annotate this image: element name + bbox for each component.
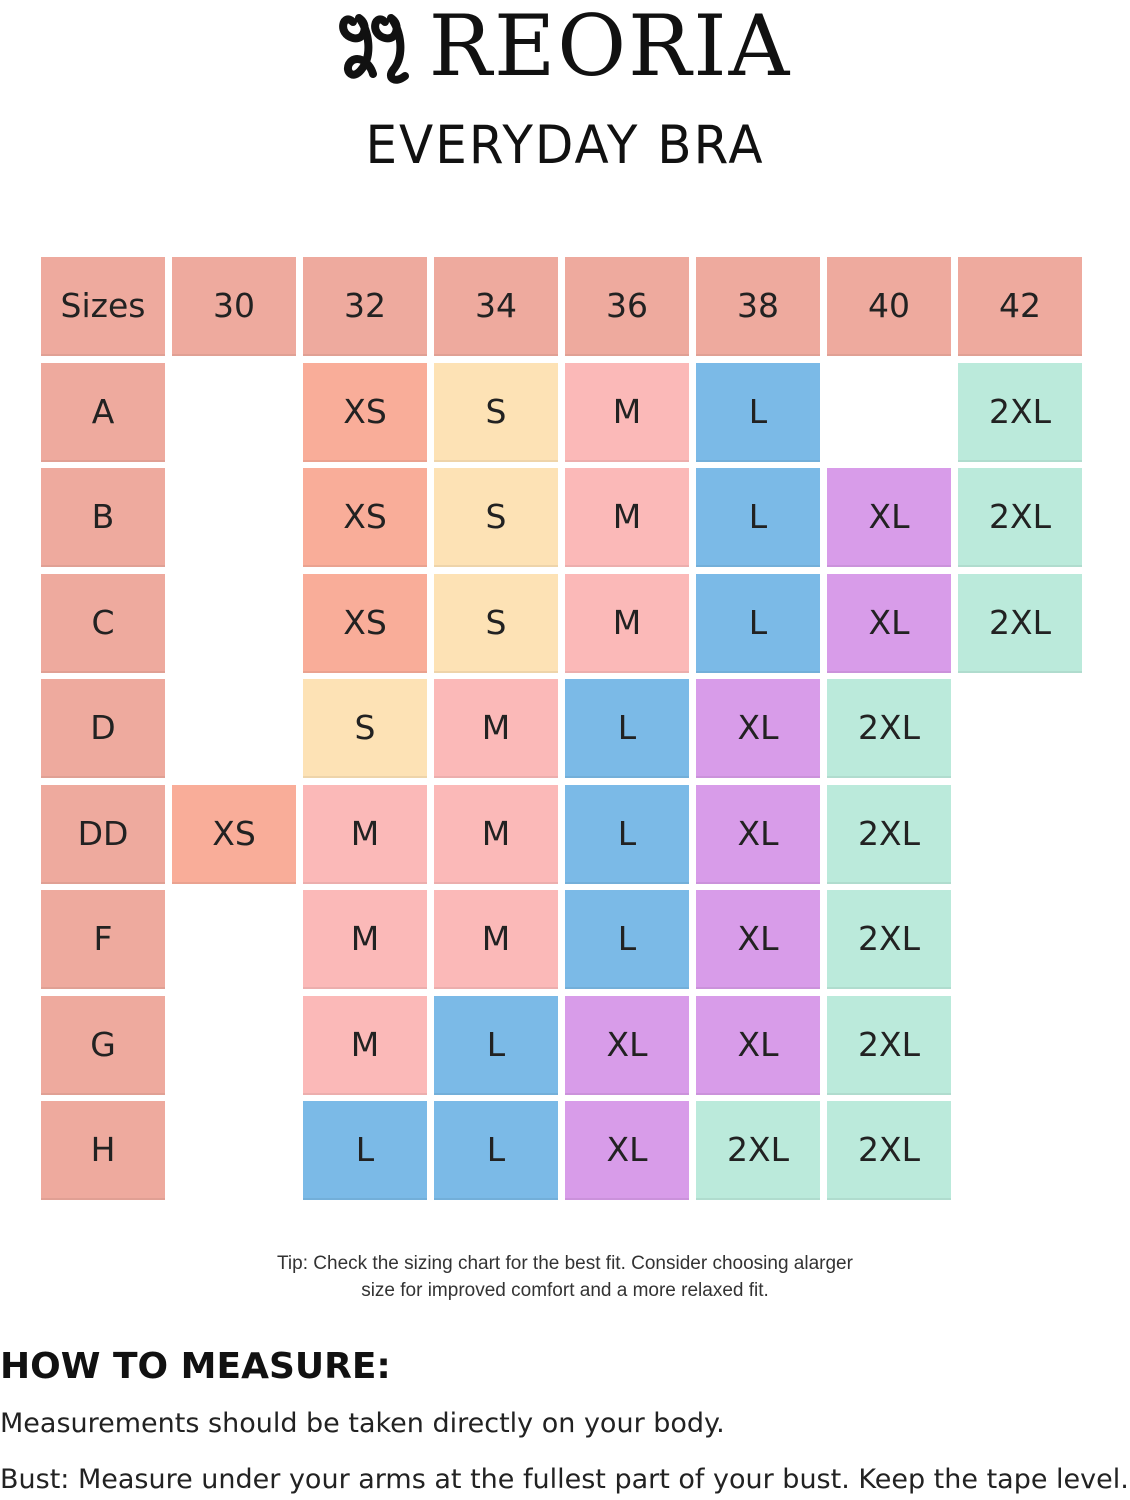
size-cell-a-36: M	[565, 362, 689, 462]
size-cell-d-36: L	[565, 679, 689, 778]
band-header-38: 38	[696, 257, 820, 356]
cup-label-d: D	[41, 679, 165, 778]
size-cell-h-36: XL	[565, 1101, 689, 1200]
size-cell-d-40: 2XL	[827, 679, 951, 778]
size-cell-d-38: XL	[696, 679, 820, 778]
size-cell-a-32: XS	[303, 362, 427, 462]
size-cell-g-34: L	[434, 995, 558, 1095]
size-cell-dd-36: L	[565, 784, 689, 884]
cup-label-f: F	[41, 890, 165, 989]
size-cell-a-34: S	[434, 362, 558, 462]
size-cell-b-42: 2XL	[958, 468, 1082, 567]
sizing-tip: Tip: Check the sizing chart for the best…	[0, 1250, 1130, 1304]
product-title: EVERYDAY BRA	[365, 114, 765, 176]
size-cell-b-36: M	[565, 468, 689, 567]
size-cell-d-34: M	[434, 679, 558, 778]
cup-label-b: B	[41, 468, 165, 567]
size-cell-a-38: L	[696, 362, 820, 462]
size-cell-g-36: XL	[565, 995, 689, 1095]
size-cell-c-40: XL	[827, 573, 951, 673]
sizing-tip-line-2: size for improved comfort and a more rel…	[361, 1280, 769, 1301]
brand-logo: REORIA	[0, 0, 1130, 92]
sizing-tip-line-1: Tip: Check the sizing chart for the best…	[277, 1253, 853, 1274]
size-cell-b-40: XL	[827, 468, 951, 567]
cup-label-dd: DD	[41, 784, 165, 884]
size-cell-a-42: 2XL	[958, 362, 1082, 462]
size-cell-d-32: S	[303, 679, 427, 778]
brand-name: REORIA	[428, 0, 792, 95]
size-cell-h-40: 2XL	[827, 1101, 951, 1200]
size-cell-f-36: L	[565, 890, 689, 989]
size-cell-dd-40: 2XL	[827, 784, 951, 884]
size-cell-c-32: XS	[303, 573, 427, 673]
band-header-30: 30	[172, 257, 296, 356]
size-cell-dd-30: XS	[172, 784, 296, 884]
bust-instruction: Bust: Measure under your arms at the ful…	[0, 1464, 1129, 1495]
band-header-40: 40	[827, 257, 951, 356]
size-cell-h-32: L	[303, 1101, 427, 1200]
size-cell-g-40: 2XL	[827, 995, 951, 1095]
band-header-34: 34	[434, 257, 558, 356]
size-cell-c-38: L	[696, 573, 820, 673]
size-cell-f-32: M	[303, 890, 427, 989]
size-cell-h-34: L	[434, 1101, 558, 1200]
cup-label-c: C	[41, 573, 165, 673]
size-cell-g-32: M	[303, 995, 427, 1095]
size-cell-dd-38: XL	[696, 784, 820, 884]
cup-label-a: A	[41, 362, 165, 462]
cup-label-h: H	[41, 1101, 165, 1200]
size-cell-c-42: 2XL	[958, 573, 1082, 673]
size-cell-c-34: S	[434, 573, 558, 673]
size-cell-b-32: XS	[303, 468, 427, 567]
size-cell-dd-34: M	[434, 784, 558, 884]
measure-instruction: Measurements should be taken directly on…	[0, 1408, 725, 1439]
size-cell-dd-32: M	[303, 784, 427, 884]
band-header-32: 32	[303, 257, 427, 356]
band-header-42: 42	[958, 257, 1082, 356]
size-cell-f-34: M	[434, 890, 558, 989]
size-cell-h-38: 2XL	[696, 1101, 820, 1200]
size-cell-g-38: XL	[696, 995, 820, 1095]
size-cell-c-36: M	[565, 573, 689, 673]
band-header-36: 36	[565, 257, 689, 356]
size-cell-f-38: XL	[696, 890, 820, 989]
how-to-measure-heading: HOW TO MEASURE:	[0, 1346, 391, 1387]
size-cell-f-40: 2XL	[827, 890, 951, 989]
size-chart-table: Sizes 30 32 34 36 38 40 42 A XS S M L 2XL B XS S M L XL 2XL C…	[41, 257, 1086, 1202]
reoria-mark-icon	[338, 14, 409, 84]
size-cell-b-38: L	[696, 468, 820, 567]
header-cell-sizes: Sizes	[41, 257, 165, 356]
cup-label-g: G	[41, 995, 165, 1095]
size-cell-b-34: S	[434, 468, 558, 567]
